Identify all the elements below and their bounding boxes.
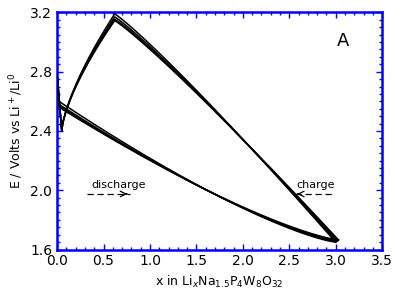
Text: discharge: discharge bbox=[92, 179, 146, 189]
Text: A: A bbox=[337, 32, 349, 50]
Y-axis label: E / Volts vs Li$^+$/Li$^0$: E / Volts vs Li$^+$/Li$^0$ bbox=[7, 73, 24, 189]
Text: charge: charge bbox=[297, 179, 335, 189]
X-axis label: x in Li$_x$Na$_{1.5}$P$_4$W$_8$O$_{32}$: x in Li$_x$Na$_{1.5}$P$_4$W$_8$O$_{32}$ bbox=[156, 274, 284, 290]
